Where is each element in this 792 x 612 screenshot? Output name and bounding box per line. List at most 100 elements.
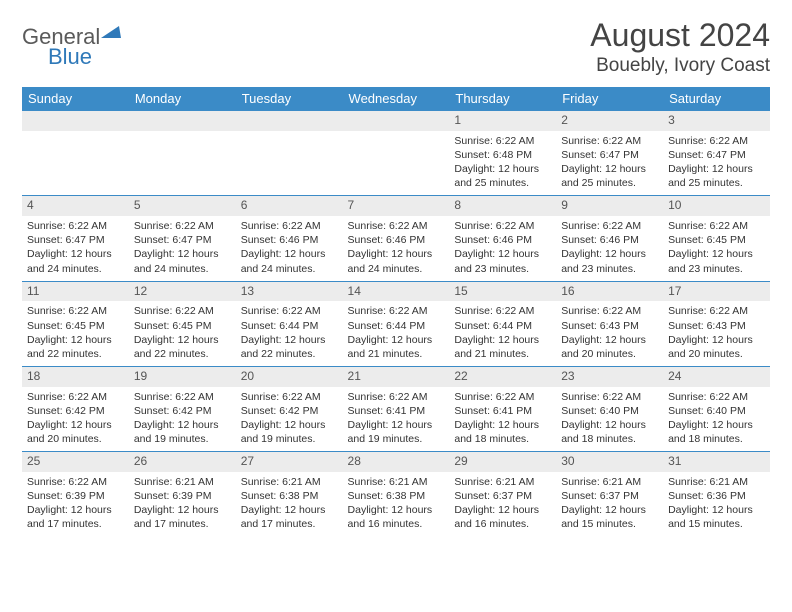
day-body: Sunrise: 6:21 AMSunset: 6:38 PMDaylight:… [343, 472, 450, 537]
day-number: 3 [663, 111, 770, 131]
calendar-cell: 3Sunrise: 6:22 AMSunset: 6:47 PMDaylight… [663, 111, 770, 196]
calendar-cell: 17Sunrise: 6:22 AMSunset: 6:43 PMDayligh… [663, 281, 770, 366]
day-body: Sunrise: 6:22 AMSunset: 6:47 PMDaylight:… [129, 216, 236, 281]
day-number: 1 [449, 111, 556, 131]
calendar-cell [22, 111, 129, 196]
day-header: Wednesday [343, 87, 450, 111]
day-number [236, 111, 343, 131]
day-body: Sunrise: 6:22 AMSunset: 6:44 PMDaylight:… [343, 301, 450, 366]
day-body: Sunrise: 6:22 AMSunset: 6:44 PMDaylight:… [236, 301, 343, 366]
day-number: 26 [129, 452, 236, 472]
day-body: Sunrise: 6:21 AMSunset: 6:38 PMDaylight:… [236, 472, 343, 537]
calendar-cell: 13Sunrise: 6:22 AMSunset: 6:44 PMDayligh… [236, 281, 343, 366]
calendar-cell: 22Sunrise: 6:22 AMSunset: 6:41 PMDayligh… [449, 367, 556, 452]
day-header: Sunday [22, 87, 129, 111]
day-number: 28 [343, 452, 450, 472]
day-body [343, 131, 450, 183]
day-number: 20 [236, 367, 343, 387]
calendar-cell [236, 111, 343, 196]
day-body: Sunrise: 6:22 AMSunset: 6:44 PMDaylight:… [449, 301, 556, 366]
calendar-cell: 15Sunrise: 6:22 AMSunset: 6:44 PMDayligh… [449, 281, 556, 366]
day-number: 7 [343, 196, 450, 216]
calendar-cell: 27Sunrise: 6:21 AMSunset: 6:38 PMDayligh… [236, 452, 343, 537]
day-body: Sunrise: 6:22 AMSunset: 6:43 PMDaylight:… [556, 301, 663, 366]
header: GeneralBlue August 2024 Bouebly, Ivory C… [22, 18, 770, 77]
day-number: 24 [663, 367, 770, 387]
calendar-cell [343, 111, 450, 196]
day-number: 22 [449, 367, 556, 387]
calendar-cell: 21Sunrise: 6:22 AMSunset: 6:41 PMDayligh… [343, 367, 450, 452]
day-body: Sunrise: 6:22 AMSunset: 6:39 PMDaylight:… [22, 472, 129, 537]
day-header: Friday [556, 87, 663, 111]
day-number: 10 [663, 196, 770, 216]
day-body: Sunrise: 6:22 AMSunset: 6:46 PMDaylight:… [556, 216, 663, 281]
day-body: Sunrise: 6:21 AMSunset: 6:37 PMDaylight:… [556, 472, 663, 537]
calendar-cell: 19Sunrise: 6:22 AMSunset: 6:42 PMDayligh… [129, 367, 236, 452]
day-number: 27 [236, 452, 343, 472]
day-number: 5 [129, 196, 236, 216]
calendar-cell: 31Sunrise: 6:21 AMSunset: 6:36 PMDayligh… [663, 452, 770, 537]
day-number: 15 [449, 282, 556, 302]
day-number: 16 [556, 282, 663, 302]
day-number: 6 [236, 196, 343, 216]
day-header: Saturday [663, 87, 770, 111]
calendar-cell: 11Sunrise: 6:22 AMSunset: 6:45 PMDayligh… [22, 281, 129, 366]
day-body: Sunrise: 6:22 AMSunset: 6:45 PMDaylight:… [663, 216, 770, 281]
day-header: Thursday [449, 87, 556, 111]
day-number: 21 [343, 367, 450, 387]
day-number: 4 [22, 196, 129, 216]
day-body: Sunrise: 6:22 AMSunset: 6:42 PMDaylight:… [22, 387, 129, 452]
day-number: 12 [129, 282, 236, 302]
day-number [22, 111, 129, 131]
day-body [236, 131, 343, 183]
day-header: Tuesday [236, 87, 343, 111]
calendar-cell: 12Sunrise: 6:22 AMSunset: 6:45 PMDayligh… [129, 281, 236, 366]
calendar-cell: 28Sunrise: 6:21 AMSunset: 6:38 PMDayligh… [343, 452, 450, 537]
day-body: Sunrise: 6:22 AMSunset: 6:43 PMDaylight:… [663, 301, 770, 366]
day-body: Sunrise: 6:22 AMSunset: 6:46 PMDaylight:… [236, 216, 343, 281]
day-body: Sunrise: 6:22 AMSunset: 6:48 PMDaylight:… [449, 131, 556, 196]
day-number: 29 [449, 452, 556, 472]
calendar-cell: 1Sunrise: 6:22 AMSunset: 6:48 PMDaylight… [449, 111, 556, 196]
day-header: Monday [129, 87, 236, 111]
calendar-cell: 7Sunrise: 6:22 AMSunset: 6:46 PMDaylight… [343, 196, 450, 281]
day-body: Sunrise: 6:22 AMSunset: 6:40 PMDaylight:… [556, 387, 663, 452]
calendar-cell: 14Sunrise: 6:22 AMSunset: 6:44 PMDayligh… [343, 281, 450, 366]
day-body: Sunrise: 6:22 AMSunset: 6:47 PMDaylight:… [556, 131, 663, 196]
day-number: 9 [556, 196, 663, 216]
calendar-cell: 2Sunrise: 6:22 AMSunset: 6:47 PMDaylight… [556, 111, 663, 196]
location-label: Bouebly, Ivory Coast [590, 55, 770, 77]
day-number: 11 [22, 282, 129, 302]
day-body [129, 131, 236, 183]
calendar-cell: 26Sunrise: 6:21 AMSunset: 6:39 PMDayligh… [129, 452, 236, 537]
calendar-cell: 16Sunrise: 6:22 AMSunset: 6:43 PMDayligh… [556, 281, 663, 366]
calendar-cell: 23Sunrise: 6:22 AMSunset: 6:40 PMDayligh… [556, 367, 663, 452]
brand-logo: GeneralBlue [22, 18, 121, 70]
day-body: Sunrise: 6:22 AMSunset: 6:41 PMDaylight:… [449, 387, 556, 452]
calendar-cell: 20Sunrise: 6:22 AMSunset: 6:42 PMDayligh… [236, 367, 343, 452]
day-number: 30 [556, 452, 663, 472]
day-body: Sunrise: 6:22 AMSunset: 6:47 PMDaylight:… [22, 216, 129, 281]
day-number: 25 [22, 452, 129, 472]
day-body: Sunrise: 6:22 AMSunset: 6:46 PMDaylight:… [449, 216, 556, 281]
day-body: Sunrise: 6:22 AMSunset: 6:45 PMDaylight:… [129, 301, 236, 366]
day-body: Sunrise: 6:22 AMSunset: 6:47 PMDaylight:… [663, 131, 770, 196]
day-body: Sunrise: 6:22 AMSunset: 6:46 PMDaylight:… [343, 216, 450, 281]
day-number: 23 [556, 367, 663, 387]
day-body: Sunrise: 6:22 AMSunset: 6:40 PMDaylight:… [663, 387, 770, 452]
day-body: Sunrise: 6:22 AMSunset: 6:42 PMDaylight:… [236, 387, 343, 452]
day-number [129, 111, 236, 131]
day-number: 18 [22, 367, 129, 387]
day-body [22, 131, 129, 183]
calendar-cell: 10Sunrise: 6:22 AMSunset: 6:45 PMDayligh… [663, 196, 770, 281]
calendar-cell: 25Sunrise: 6:22 AMSunset: 6:39 PMDayligh… [22, 452, 129, 537]
day-number [343, 111, 450, 131]
calendar-cell: 4Sunrise: 6:22 AMSunset: 6:47 PMDaylight… [22, 196, 129, 281]
day-number: 8 [449, 196, 556, 216]
calendar-cell: 6Sunrise: 6:22 AMSunset: 6:46 PMDaylight… [236, 196, 343, 281]
day-body: Sunrise: 6:21 AMSunset: 6:37 PMDaylight:… [449, 472, 556, 537]
calendar-cell: 30Sunrise: 6:21 AMSunset: 6:37 PMDayligh… [556, 452, 663, 537]
page-title: August 2024 [590, 18, 770, 53]
day-body: Sunrise: 6:22 AMSunset: 6:42 PMDaylight:… [129, 387, 236, 452]
day-body: Sunrise: 6:21 AMSunset: 6:36 PMDaylight:… [663, 472, 770, 537]
